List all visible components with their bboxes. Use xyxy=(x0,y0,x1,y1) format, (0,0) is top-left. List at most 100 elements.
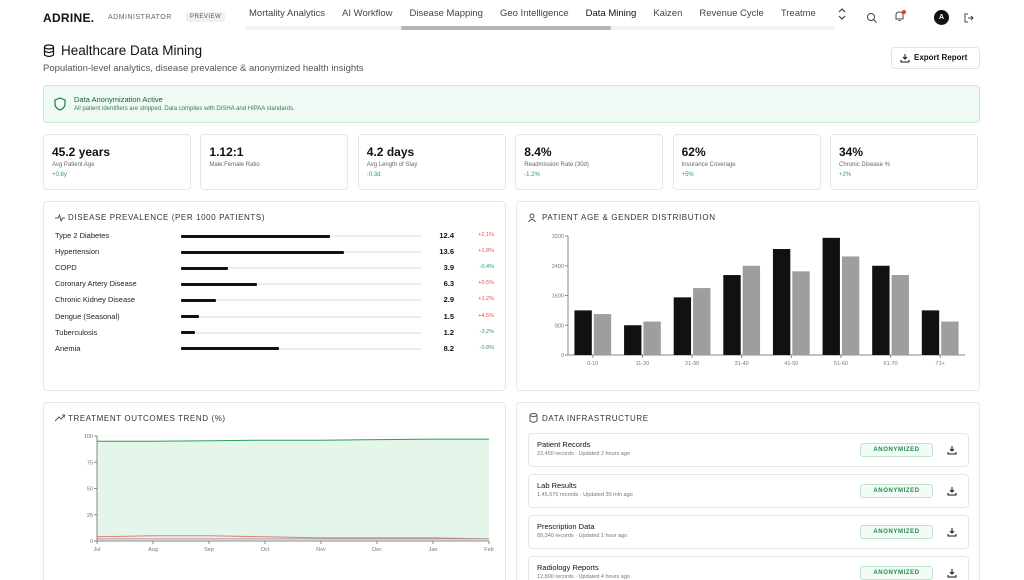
x-tick-label: Sep xyxy=(204,547,214,553)
logo[interactable]: ADRINE. xyxy=(43,11,95,25)
nav-tab[interactable]: Treatme xyxy=(780,8,816,19)
prevalence-value: 6.3 xyxy=(443,279,454,289)
tab-bar: Mortality Analytics AI Workflow Disease Ma… xyxy=(249,8,841,19)
download-glyph xyxy=(947,446,957,455)
download-glyph xyxy=(947,487,957,496)
prevalence-value: 3.9 xyxy=(443,263,454,273)
database-icon xyxy=(43,44,55,58)
kpi-value: 4.2 days xyxy=(366,145,415,159)
x-tick-label: 51-60 xyxy=(834,361,848,367)
age-bar xyxy=(723,275,741,355)
disease-name: Type 2 Diabetes xyxy=(55,231,110,240)
source-name: Prescription Data xyxy=(537,522,595,531)
x-tick-label: Dec xyxy=(372,547,382,553)
bell-icon[interactable] xyxy=(893,9,907,23)
kpi-card: 34% Chronic Disease % +2% xyxy=(830,134,978,190)
badge-text: ANONYMIZED xyxy=(873,447,920,453)
scroll-arrows[interactable] xyxy=(837,7,847,21)
download-icon[interactable] xyxy=(947,486,957,496)
activity-icon xyxy=(55,214,65,222)
outcomes-chart: 0 25 50 75 100 Jul Aug Sep Oct Nov Dec Jan Feb xyxy=(84,434,494,553)
badge-text: ANONYMIZED xyxy=(873,529,920,535)
prevalence-value: 8.2 xyxy=(443,343,454,353)
nav-tab[interactable]: Data Mining xyxy=(585,8,637,19)
x-tick-label: 71+ xyxy=(936,361,945,367)
data-source-card: Radiology Reports 12,890 records · Update… xyxy=(528,556,969,580)
kpi-delta: +0.8y xyxy=(52,172,67,178)
y-tick-label: 3200 xyxy=(552,234,564,240)
anonymized-badge: ANONYMIZED xyxy=(860,484,933,498)
age-bar xyxy=(941,321,959,355)
logout-icon[interactable] xyxy=(963,12,975,24)
bar-track xyxy=(181,267,421,270)
prevalence-value: 13.6 xyxy=(439,247,454,257)
data-source-card: Patient Records 23,450 records · Updated … xyxy=(528,433,969,467)
prevalence-value: 12.4 xyxy=(439,231,454,240)
avatar[interactable]: A xyxy=(934,10,949,25)
age-bar xyxy=(673,297,692,355)
nav-tab[interactable]: Revenue Cycle xyxy=(699,8,764,19)
panel-title: PATIENT AGE & GENDER DISTRIBUTION xyxy=(542,213,716,222)
x-tick-label: Nov xyxy=(316,547,326,553)
anonymized-badge: ANONYMIZED xyxy=(860,566,933,580)
age-bar xyxy=(822,237,840,355)
kpi-label: Readmission Rate (30d) xyxy=(524,162,589,168)
prevalence-bar xyxy=(181,282,257,286)
panel-title: DISEASE PREVALENCE (PER 1000 PATIENTS) xyxy=(68,213,266,222)
kpi-label: Avg Patient Age xyxy=(52,162,95,168)
database-icon xyxy=(529,413,538,423)
nav-tab[interactable]: Kaizen xyxy=(653,8,683,19)
disease-name: Chronic Kidney Disease xyxy=(55,295,136,305)
kpi-delta: +5% xyxy=(681,172,694,178)
kpi-label: Avg Length of Stay xyxy=(366,162,418,168)
y-tick-label: 2400 xyxy=(552,264,564,270)
source-meta: 1,45,670 records · Updated 30 min ago xyxy=(537,492,633,498)
shield-icon xyxy=(54,97,66,111)
users-icon xyxy=(528,213,536,222)
role: ADMINISTRATOR xyxy=(108,14,172,21)
x-tick-label: Jul xyxy=(93,547,100,553)
outcome-line xyxy=(97,438,489,442)
y-tick-label: 75 xyxy=(87,460,93,466)
y-tick-label: 25 xyxy=(87,513,93,519)
x-tick-label: 11-20 xyxy=(636,361,650,367)
nav-tab[interactable]: Mortality Analytics xyxy=(249,8,326,19)
infrastructure-panel: DATA INFRASTRUCTURE Patient Records 23,45… xyxy=(516,402,980,580)
download-icon[interactable] xyxy=(947,527,957,537)
age-bar xyxy=(891,275,909,355)
x-tick-label: 0-10 xyxy=(587,361,598,367)
prevalence-bar xyxy=(181,250,345,254)
badge-text: ANONYMIZED xyxy=(873,488,920,494)
x-tick-label: Oct xyxy=(261,547,270,553)
kpi-delta: +2% xyxy=(839,172,852,178)
source-meta: 23,450 records · Updated 2 hours ago xyxy=(537,451,630,457)
scroll-track[interactable] xyxy=(245,26,835,30)
prevalence-change: +1.2% xyxy=(478,296,494,303)
source-name: Radiology Reports xyxy=(537,563,599,572)
kpi-label: Insurance Coverage xyxy=(681,162,736,168)
age-bar xyxy=(742,265,761,355)
export-button[interactable]: Export Report xyxy=(891,47,980,69)
scroll-thumb[interactable] xyxy=(401,26,611,30)
nav-tab[interactable]: Disease Mapping xyxy=(409,8,483,19)
prevalence-value: 1.2 xyxy=(443,327,454,337)
prevalence-value: 1.5 xyxy=(443,311,454,321)
search-icon[interactable] xyxy=(866,12,878,24)
badge-text: ANONYMIZED xyxy=(873,570,920,576)
kpi-card: 4.2 days Avg Length of Stay -0.3d xyxy=(357,134,506,190)
age-bar xyxy=(624,325,642,355)
download-icon[interactable] xyxy=(947,568,957,578)
bar-track xyxy=(181,315,421,318)
disease-name: Anemia xyxy=(55,343,81,353)
export-label: Export Report xyxy=(914,53,968,62)
anonymization-banner: Data Anonymization Active All patient id… xyxy=(43,85,980,123)
disease-name: COPD xyxy=(55,263,77,273)
nav-tab[interactable]: AI Workflow xyxy=(342,8,393,19)
prevalence-bar xyxy=(181,331,196,335)
prevalence-bar xyxy=(181,347,280,351)
nav-tab[interactable]: Geo Intelligence xyxy=(499,8,569,19)
y-tick-label: 0 xyxy=(561,353,564,359)
bar-track xyxy=(181,283,421,286)
download-icon[interactable] xyxy=(947,445,957,455)
prevalence-change: +4.5% xyxy=(478,312,494,319)
